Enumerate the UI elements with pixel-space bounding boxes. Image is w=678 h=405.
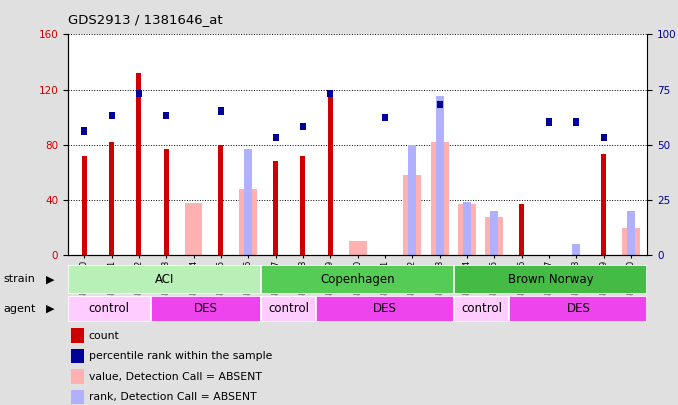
Bar	[71, 369, 84, 384]
Text: GDS2913 / 1381646_at: GDS2913 / 1381646_at	[68, 13, 222, 26]
Bar	[327, 90, 334, 97]
Bar	[218, 107, 224, 115]
Text: DES: DES	[374, 302, 397, 315]
Bar	[261, 265, 454, 294]
Bar	[316, 296, 454, 322]
Text: value, Detection Call = ABSENT: value, Detection Call = ABSENT	[89, 371, 262, 382]
Bar	[151, 296, 261, 322]
Text: ▶: ▶	[46, 275, 55, 284]
Bar	[622, 228, 640, 255]
Bar	[454, 265, 647, 294]
Text: Copenhagen: Copenhagen	[320, 273, 395, 286]
Bar	[300, 156, 305, 255]
Text: Brown Norway: Brown Norway	[508, 273, 594, 286]
Bar	[261, 296, 316, 322]
Text: control: control	[461, 302, 502, 315]
Text: DES: DES	[567, 302, 591, 315]
Bar	[601, 134, 607, 141]
Text: strain: strain	[3, 275, 35, 284]
Bar	[273, 161, 278, 255]
Bar	[164, 149, 169, 255]
Bar	[509, 296, 647, 322]
Bar	[328, 90, 333, 255]
Bar	[239, 189, 257, 255]
Bar	[546, 118, 552, 126]
Bar	[273, 134, 279, 141]
Text: ▶: ▶	[46, 304, 55, 314]
Bar	[108, 112, 115, 119]
Text: rank, Detection Call = ABSENT: rank, Detection Call = ABSENT	[89, 392, 256, 402]
Bar	[68, 265, 261, 294]
Bar	[463, 202, 471, 255]
Bar	[519, 204, 524, 255]
Bar	[68, 296, 151, 322]
Bar	[458, 204, 476, 255]
Bar	[163, 112, 170, 119]
Text: count: count	[89, 330, 119, 341]
Text: control: control	[268, 302, 309, 315]
Bar	[437, 100, 443, 108]
Text: percentile rank within the sample: percentile rank within the sample	[89, 351, 272, 361]
Bar	[218, 145, 223, 255]
Bar	[109, 142, 114, 255]
Bar	[136, 73, 141, 255]
Bar	[300, 123, 306, 130]
Bar	[136, 90, 142, 97]
Bar	[244, 149, 252, 255]
Bar	[403, 175, 421, 255]
Bar	[485, 217, 503, 255]
Text: DES: DES	[194, 302, 218, 315]
Bar	[408, 145, 416, 255]
Bar	[574, 118, 580, 126]
Bar	[71, 390, 84, 404]
Bar	[572, 244, 580, 255]
Text: control: control	[89, 302, 129, 315]
Bar	[627, 211, 635, 255]
Bar	[348, 241, 367, 255]
Bar	[81, 127, 87, 135]
Text: ACI: ACI	[155, 273, 174, 286]
Text: agent: agent	[3, 304, 36, 314]
Bar	[382, 114, 388, 121]
Bar	[435, 96, 444, 255]
Bar	[71, 349, 84, 363]
Bar	[490, 211, 498, 255]
Bar	[601, 154, 606, 255]
Bar	[431, 142, 449, 255]
Bar	[71, 328, 84, 343]
Bar	[82, 156, 87, 255]
Bar	[184, 203, 203, 255]
Bar	[454, 296, 509, 322]
